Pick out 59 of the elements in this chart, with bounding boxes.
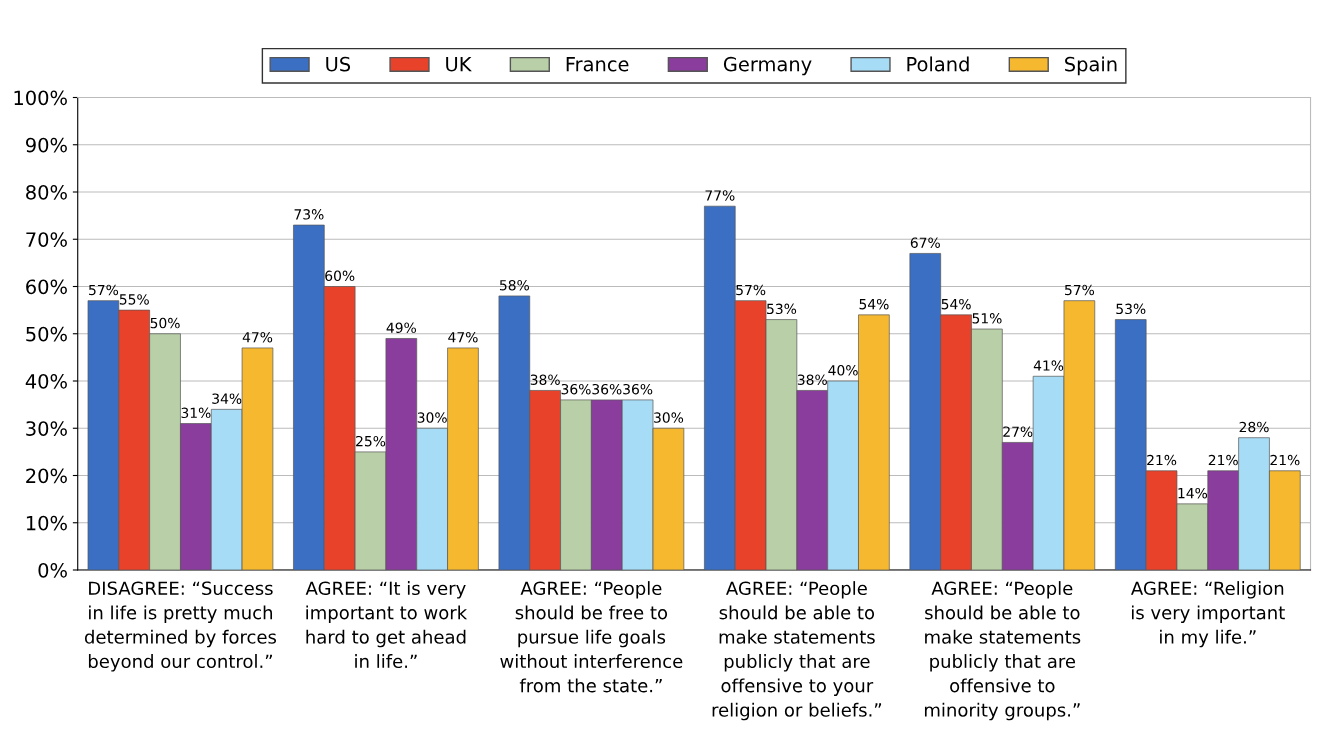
y-tick-label: 0% — [38, 562, 67, 578]
data-label: 27% — [1003, 426, 1033, 437]
data-label: 50% — [150, 317, 180, 329]
data-label: 31% — [181, 407, 211, 419]
data-label: 38% — [797, 374, 827, 385]
data-label: 47% — [242, 331, 273, 343]
legend-label: UK — [446, 57, 472, 72]
data-label: 40% — [828, 365, 858, 376]
y-tick-label: 80% — [26, 184, 67, 200]
y-tick-label: 20% — [26, 468, 67, 484]
data-label: 57% — [1065, 284, 1095, 296]
y-tick-label: 40% — [25, 373, 67, 389]
data-label: 28% — [1239, 421, 1269, 433]
data-label: 55% — [119, 294, 149, 305]
data-label: 67% — [910, 237, 940, 248]
data-label: 14% — [1178, 487, 1208, 499]
data-label: 58% — [499, 279, 530, 291]
legend-label: Germany — [723, 56, 812, 76]
legend-label: US — [326, 56, 351, 72]
data-label: 21% — [1208, 454, 1238, 466]
data-label: 21% — [1270, 454, 1300, 466]
data-label: 57% — [89, 284, 119, 296]
data-label: 57% — [736, 284, 766, 296]
x-tick-label: DISAGREE: “Success in life is pretty much determined by forces beyond our control.” — [84, 581, 277, 672]
x-tick-label: AGREE: “People should be able to make statements publicly that are offensive to minority groups.” — [924, 581, 1081, 721]
data-label: 54% — [941, 298, 971, 310]
legend-label: France — [566, 57, 629, 72]
data-label: 53% — [767, 303, 797, 315]
data-label: 30% — [417, 412, 447, 423]
data-label: 36% — [561, 383, 591, 395]
y-tick-label: 30% — [26, 421, 67, 436]
data-label: 49% — [386, 322, 416, 334]
legend-label: Spain — [1065, 56, 1117, 76]
y-tick-label: 10% — [26, 515, 67, 531]
y-tick-label: 60% — [26, 279, 67, 295]
data-label: 53% — [1116, 303, 1146, 315]
y-tick-label: 100% — [14, 90, 67, 106]
data-label: 51% — [972, 313, 1002, 324]
data-label: 36% — [623, 383, 653, 395]
data-label: 30% — [654, 412, 684, 423]
y-tick-label: 70% — [26, 232, 67, 247]
x-tick-label: AGREE: “Religion is very important in my life.” — [1131, 581, 1285, 648]
data-label: 47% — [448, 331, 478, 343]
data-label: 21% — [1147, 454, 1177, 466]
data-label: 36% — [592, 383, 622, 395]
data-label: 60% — [325, 270, 355, 282]
data-label: 54% — [859, 298, 889, 310]
y-tick-label: 50% — [26, 326, 67, 342]
x-tick-label: AGREE: “People should be able to make statements publicly that are offensive to your religion or beliefs.” — [712, 581, 882, 721]
y-tick-label: 90% — [26, 137, 67, 153]
data-label: 41% — [1033, 360, 1064, 371]
data-label: 73% — [294, 209, 324, 220]
legend-label: Poland — [907, 56, 969, 72]
data-label: 25% — [356, 435, 386, 447]
x-tick-label: AGREE: “It is very important to work hard to get ahead in life.” — [305, 581, 468, 669]
data-label: 34% — [212, 393, 242, 404]
data-label: 38% — [530, 374, 560, 385]
x-tick-label: AGREE: “People should be free to pursue life goals without interference from the state.” — [500, 581, 683, 693]
data-label: 77% — [705, 190, 735, 201]
